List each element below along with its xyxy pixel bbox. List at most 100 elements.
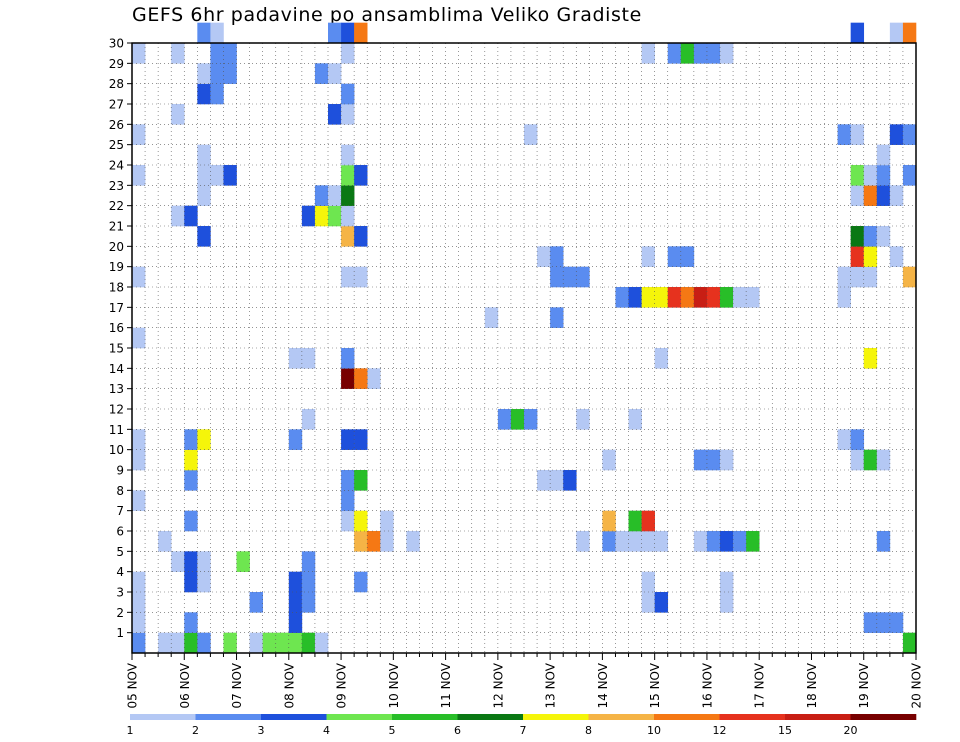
heatmap-cell — [602, 510, 616, 532]
x-tick-label: 10 NOV — [387, 662, 401, 708]
heatmap-cell — [171, 551, 185, 572]
heatmap-cell — [876, 144, 891, 166]
heatmap-cell — [641, 592, 655, 613]
y-tick-label: 18 — [109, 281, 124, 295]
heatmap-cell — [184, 571, 198, 593]
heatmap-cell — [288, 612, 303, 633]
heatmap-cell — [876, 226, 891, 247]
heatmap-cell — [837, 124, 851, 145]
heatmap-cell — [341, 510, 355, 532]
heatmap-cell — [850, 185, 865, 206]
heatmap-cell — [171, 43, 185, 64]
heatmap-cell — [667, 246, 682, 267]
y-tick-label: 7 — [116, 504, 124, 518]
y-tick-label: 14 — [109, 362, 124, 376]
heatmap-cell — [197, 551, 211, 572]
heatmap-cell — [850, 246, 865, 267]
heatmap-cell — [902, 266, 917, 288]
heatmap-cell — [197, 144, 211, 166]
heatmap-cell — [288, 632, 303, 654]
legend-swatch — [195, 714, 262, 720]
heatmap-cell — [341, 226, 355, 247]
heatmap-cell — [850, 165, 865, 186]
heatmap-cell — [132, 490, 146, 511]
x-tick-label: 05 NOV — [126, 662, 140, 708]
heatmap-cell — [537, 470, 551, 491]
heatmap-cell — [628, 409, 642, 430]
heatmap-cell — [720, 287, 734, 308]
heatmap-cell — [902, 632, 917, 654]
heatmap-cell — [576, 266, 590, 288]
heatmap-cell — [641, 510, 655, 532]
heatmap-cell — [314, 185, 329, 206]
heatmap-cell — [184, 429, 198, 450]
heatmap-cell — [484, 307, 499, 328]
heatmap-cell — [301, 205, 316, 227]
heatmap-cell — [210, 43, 224, 64]
heatmap-cell — [693, 43, 708, 64]
x-tick-label: 08 NOV — [282, 662, 296, 708]
heatmap-cell — [354, 571, 368, 593]
heatmap-cell — [341, 185, 355, 206]
heatmap-cell — [354, 22, 368, 44]
x-tick-label: 13 NOV — [544, 662, 558, 708]
heatmap-cell — [563, 470, 577, 491]
legend-swatch — [326, 714, 393, 720]
heatmap-cell — [876, 185, 891, 206]
heatmap-cell — [341, 368, 355, 389]
heatmap-cell — [850, 124, 865, 145]
heatmap-cell — [602, 531, 616, 552]
heatmap-cell — [837, 287, 851, 308]
x-tick-label: 07 NOV — [230, 662, 244, 708]
heatmap-cell — [184, 632, 198, 654]
y-tick-label: 20 — [109, 240, 124, 254]
heatmap-cell — [850, 22, 865, 44]
heatmap-cell — [197, 83, 211, 105]
heatmap-cell — [850, 266, 865, 288]
heatmap-cell — [132, 165, 146, 186]
heatmap-cell — [628, 510, 642, 532]
heatmap-cell — [524, 409, 538, 430]
heatmap-cell — [550, 246, 564, 267]
heatmap-cell — [171, 205, 185, 227]
x-tick-label: 17 NOV — [753, 662, 767, 708]
heatmap-cell — [746, 531, 760, 552]
y-tick-label: 5 — [116, 545, 124, 559]
heatmap-cell — [171, 632, 185, 654]
legend-label: 20 — [844, 724, 858, 737]
heatmap-cell — [288, 571, 303, 593]
heatmap-cell — [615, 287, 629, 308]
heatmap-cell — [902, 165, 917, 186]
heatmap-cell — [197, 165, 211, 186]
legend-label: 4 — [323, 724, 330, 737]
heatmap-cell — [876, 531, 891, 552]
heatmap-cell — [354, 510, 368, 532]
heatmap-cell — [341, 266, 355, 288]
heatmap-cell — [863, 612, 878, 633]
y-tick-label: 27 — [109, 98, 124, 112]
heatmap-cell — [850, 449, 865, 471]
heatmap-cell — [641, 287, 655, 308]
y-tick-label: 25 — [109, 138, 124, 152]
heatmap-cell — [380, 510, 394, 532]
y-tick-label: 15 — [109, 342, 124, 356]
y-tick-label: 11 — [109, 423, 124, 437]
legend-label: 1 — [127, 724, 134, 737]
heatmap-cell — [628, 531, 642, 552]
legend-swatch — [523, 714, 589, 720]
legend-swatch — [785, 714, 851, 720]
y-tick-label: 2 — [116, 606, 124, 620]
x-tick-label: 16 NOV — [700, 662, 714, 708]
heatmap-cell — [132, 449, 146, 471]
heatmap-cell — [693, 287, 708, 308]
heatmap-cell — [132, 327, 146, 349]
heatmap-cell — [524, 124, 538, 145]
heatmap-cell — [380, 531, 394, 552]
heatmap-cell — [210, 63, 224, 84]
heatmap-cell — [720, 449, 734, 471]
heatmap-cell — [863, 266, 878, 288]
heatmap-cell — [132, 43, 146, 64]
legend-swatch — [130, 714, 196, 720]
legend-label: 15 — [778, 724, 792, 737]
legend-label: 2 — [192, 724, 199, 737]
